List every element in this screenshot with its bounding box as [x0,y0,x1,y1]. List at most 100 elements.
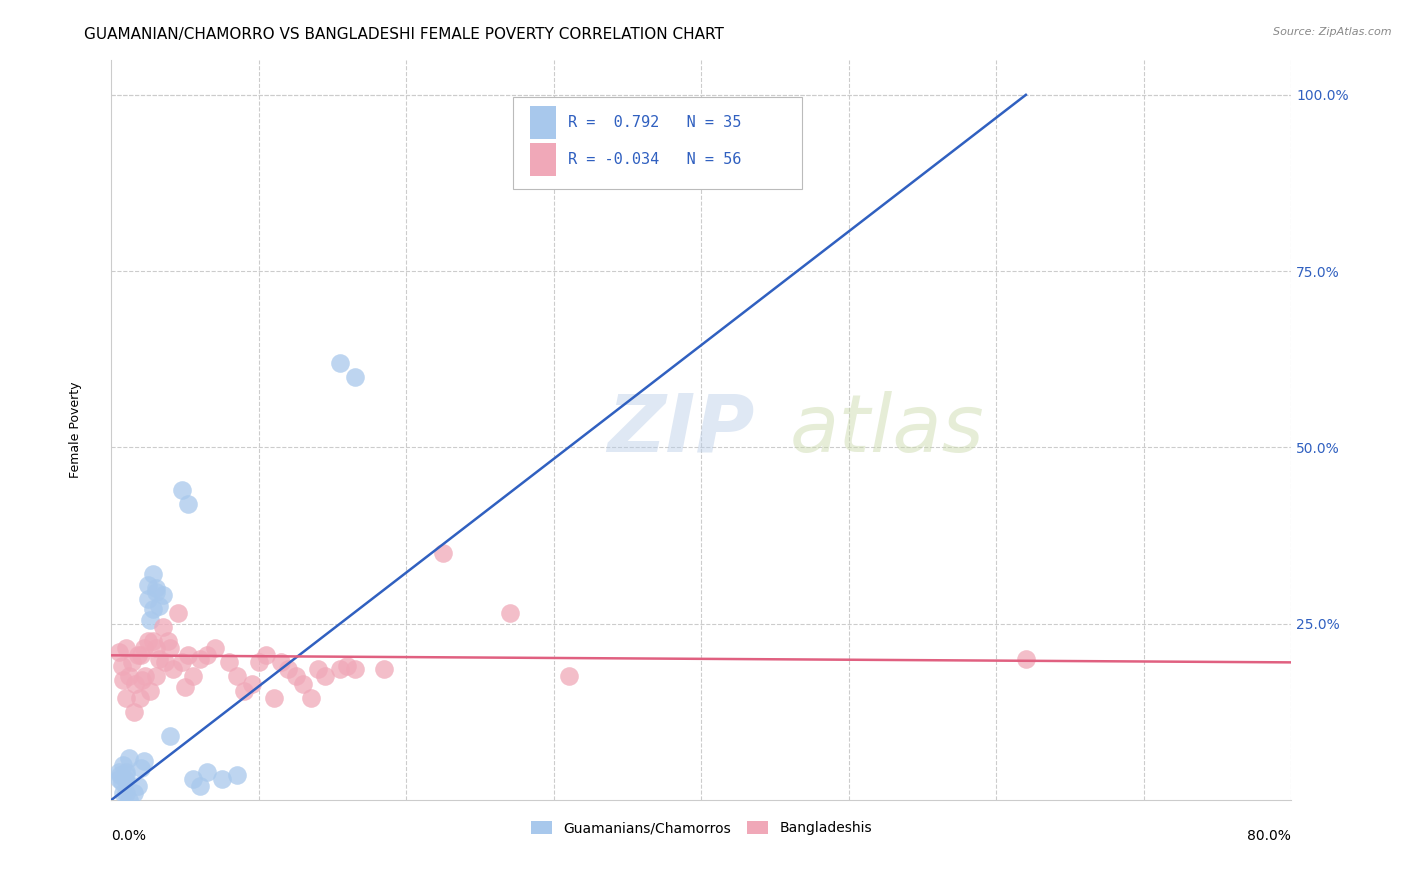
Point [233,683,256,698]
Point [225,669,247,683]
Point [373,662,395,676]
Point [128,690,150,705]
Point [115,641,138,656]
Point [177,497,200,511]
Point [148,599,170,613]
Point [1015,652,1038,666]
Point [557,669,579,683]
Point [115,690,138,705]
Text: R = -0.034   N = 56: R = -0.034 N = 56 [568,152,741,167]
Point [118,669,141,683]
Point [211,772,233,786]
Text: Female Poverty: Female Poverty [69,382,82,478]
Point [115,786,138,800]
Point [145,582,167,596]
Point [195,648,218,663]
Point [225,768,247,782]
Point [145,641,167,656]
Point [132,641,155,656]
Point [145,669,167,683]
Point [139,683,162,698]
Point [112,673,135,687]
Point [240,676,263,690]
Point [270,656,292,670]
Point [195,764,218,779]
Point [122,786,145,800]
Point [108,645,131,659]
Point [112,786,135,800]
FancyBboxPatch shape [513,96,801,189]
Text: 0.0%: 0.0% [111,830,146,844]
Point [114,772,136,786]
Point [499,606,522,620]
Point [145,585,167,599]
Point [162,662,184,676]
Point [299,690,322,705]
Point [174,680,197,694]
Point [115,768,138,782]
Point [118,793,141,807]
Point [153,656,176,670]
Text: Source: ZipAtlas.com: Source: ZipAtlas.com [1274,27,1392,37]
FancyBboxPatch shape [530,106,557,139]
Point [122,705,145,719]
Point [159,641,181,656]
Point [343,369,366,384]
Point [134,669,156,683]
Point [432,546,454,560]
Point [181,669,204,683]
Point [263,690,285,705]
Point [314,669,336,683]
Point [124,676,146,690]
Point [247,656,270,670]
Point [181,772,204,786]
Point [111,775,134,789]
Point [152,588,174,602]
Point [138,578,160,592]
Point [336,659,359,673]
Point [142,602,165,616]
Point [307,662,329,676]
Point [129,648,152,663]
Point [329,356,352,370]
Text: 80.0%: 80.0% [1247,830,1291,844]
Point [148,652,170,666]
Text: R =  0.792   N = 35: R = 0.792 N = 35 [568,115,741,130]
Point [139,613,162,627]
Point [127,648,149,663]
Point [254,648,277,663]
Text: ZIP: ZIP [607,391,755,468]
Point [166,606,188,620]
Point [142,634,165,648]
Point [121,656,143,670]
Point [172,483,194,497]
Point [177,648,200,663]
Text: GUAMANIAN/CHAMORRO VS BANGLADESHI FEMALE POVERTY CORRELATION CHART: GUAMANIAN/CHAMORRO VS BANGLADESHI FEMALE… [84,27,724,42]
Point [129,761,152,775]
Point [138,634,160,648]
Point [218,656,240,670]
Point [112,757,135,772]
Text: atlas: atlas [790,391,984,468]
Point [142,567,165,582]
Legend: Guamanians/Chamorros, Bangladeshis: Guamanians/Chamorros, Bangladeshis [526,816,877,841]
Point [329,662,352,676]
Point [118,750,141,764]
Point [156,634,179,648]
Point [111,659,134,673]
FancyBboxPatch shape [530,143,557,177]
Point [292,676,315,690]
Point [115,764,138,779]
Point [188,779,211,793]
Point [110,768,132,782]
Point [277,662,299,676]
Point [188,652,211,666]
Point [132,754,155,768]
Point [108,764,131,779]
Point [159,730,181,744]
Point [131,673,153,687]
Point [138,591,160,606]
Point [152,620,174,634]
Point [127,779,149,793]
Point [343,662,366,676]
